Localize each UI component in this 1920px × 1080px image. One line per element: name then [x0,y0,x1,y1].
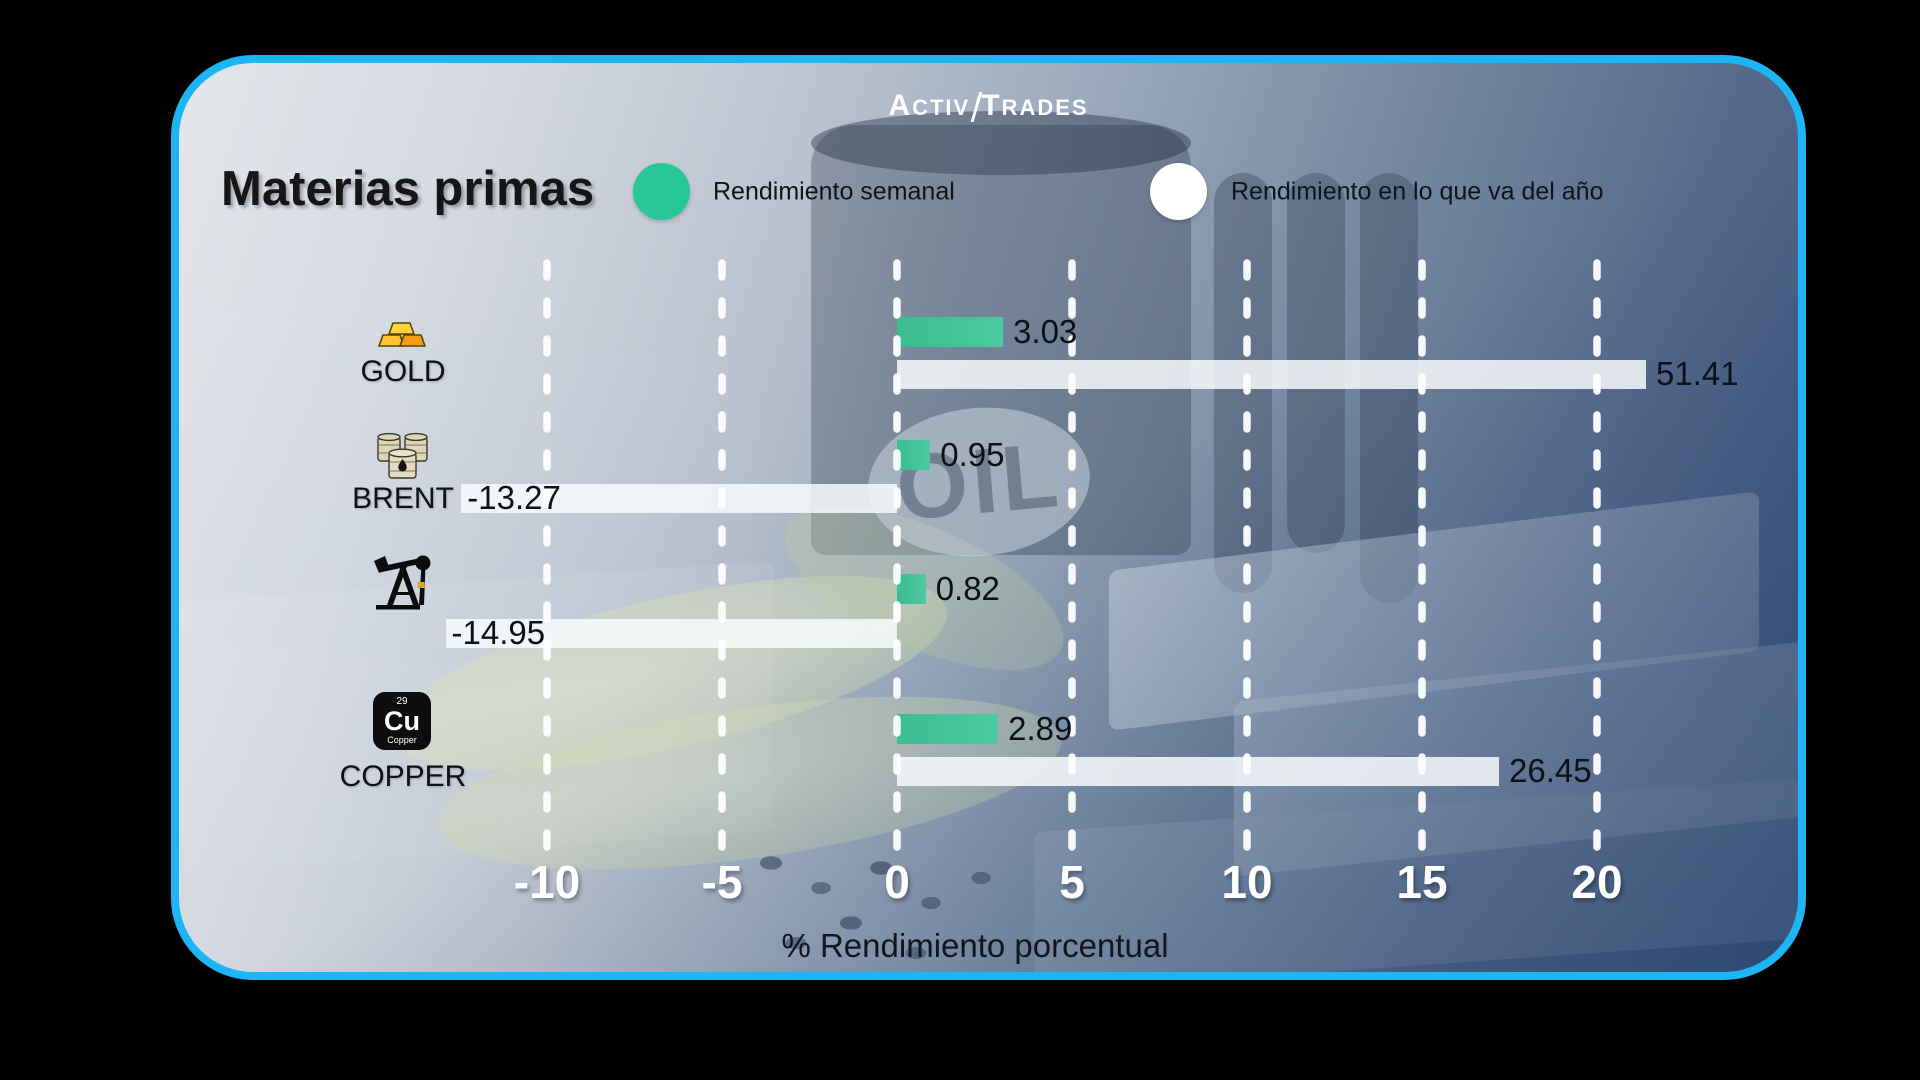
category-label-gold: GOLD [360,355,446,388]
category-label-brent: BRENT [352,482,454,515]
legend-label-weekly: Rendimiento semanal [713,177,955,206]
weekly-value-label: 3.03 [1013,313,1078,350]
category-label-copper: COPPER [339,760,467,793]
copper-element-icon: 29 Cu Copper [373,692,431,750]
ytd-bar-wti [445,619,897,648]
weekly-bar-gold [897,317,1004,347]
legend-dot-weekly [633,163,690,220]
brand-word-activ: Activ [888,89,971,122]
x-tick: -5 [701,856,743,908]
ytd-value-label: -13.27 [467,479,561,516]
weekly-value-label: 2.89 [1008,710,1073,747]
oil-barrels-icon [377,432,428,479]
x-tick: 10 [1221,856,1273,908]
gridlines [543,259,1601,857]
infographic-card: OIL Activ Trades Materias primas Rendimie… [171,55,1806,980]
gold-bars-icon [378,322,426,347]
copper-atomic-number: 29 [396,696,408,707]
x-tick: 0 [884,856,910,908]
brand-word-trades: Trades [981,89,1089,122]
x-tick: 20 [1571,856,1623,908]
ytd-bar-brent [461,484,897,513]
weekly-bar-wti [897,574,926,604]
x-tick: 5 [1059,856,1085,908]
copper-symbol: Cu [384,706,420,736]
ytd-bar-copper [897,757,1499,786]
ytd-bar-gold [897,360,1646,389]
x-tick: 15 [1396,856,1448,908]
weekly-value-label: 0.82 [935,570,1000,607]
weekly-value-label: 0.95 [940,436,1005,473]
legend-label-ytd: Rendimiento en lo que va del año [1231,177,1604,206]
ytd-value-label: 26.45 [1509,752,1592,789]
weekly-bar-brent [897,440,931,470]
x-axis-title: % Rendimiento porcentual [781,927,1169,964]
oil-pump-icon [374,555,431,610]
ytd-value-label: -14.95 [451,614,546,651]
ytd-value-label: 51.41 [1656,355,1739,392]
legend-dot-ytd [1150,163,1207,220]
x-tick: -10 [513,856,581,908]
weekly-bar-copper [897,714,999,744]
copper-name: Copper [387,735,417,745]
page-title: Materias primas [221,162,595,216]
brand-logo: Activ Trades [888,89,1088,123]
